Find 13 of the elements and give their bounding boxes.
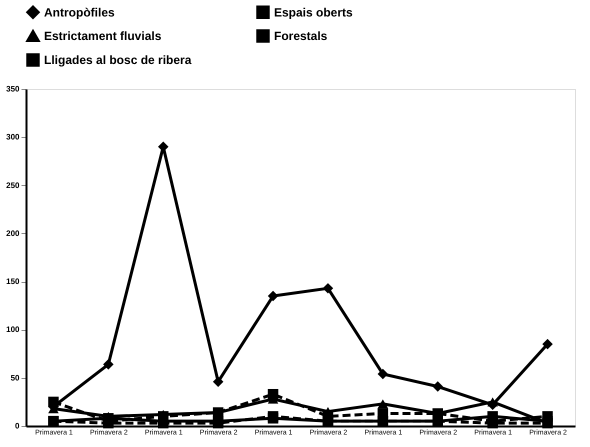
- y-tick-label: 0: [15, 422, 20, 430]
- y-tick-label: 200: [6, 228, 20, 238]
- y-tick-label: 50: [10, 373, 20, 382]
- y-tick-label: 300: [6, 132, 20, 142]
- legend-label: Espais oberts: [274, 5, 354, 20]
- y-tick-label: 250: [6, 180, 20, 190]
- legend-label: Forestals: [274, 29, 328, 43]
- y-tick-label: 100: [6, 325, 20, 334]
- y-tick-label: 350: [6, 84, 20, 94]
- legend-label: Estrictament fluvials: [44, 29, 162, 43]
- y-tick-label: 150: [6, 277, 20, 286]
- legend-label: Antropòfiles: [44, 5, 115, 20]
- legend-label: Lligades al bosc de ribera: [44, 53, 192, 67]
